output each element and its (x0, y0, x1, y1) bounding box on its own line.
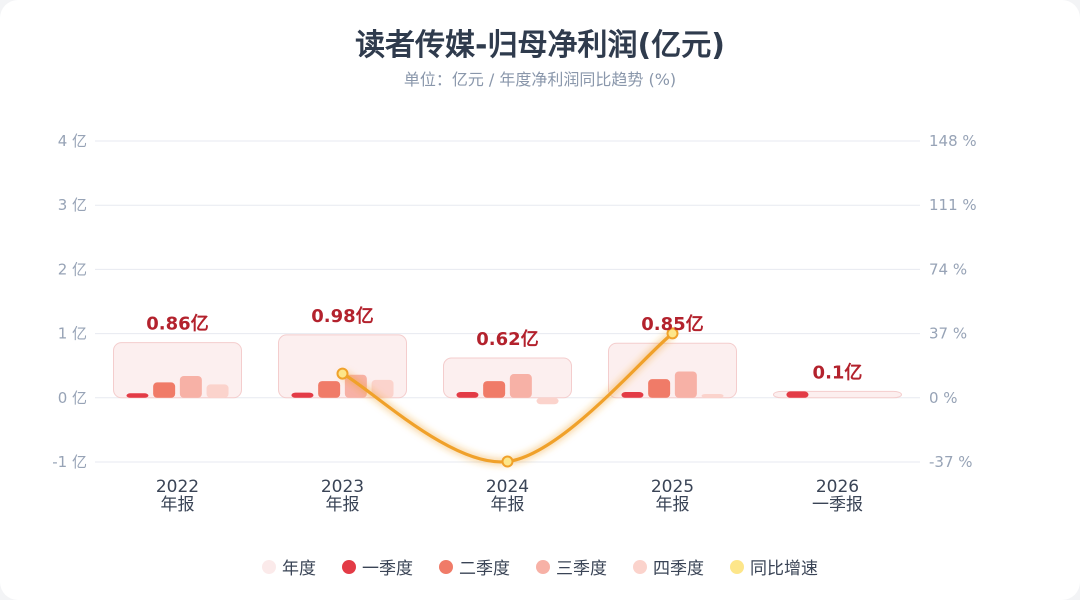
yoy-point (501, 455, 514, 468)
annual-bar (113, 342, 242, 399)
legend-swatch (262, 559, 276, 574)
y-left-tick-label: 1 亿 (58, 325, 87, 343)
x-tick-year: 2023 (321, 477, 364, 497)
bars (113, 334, 902, 405)
annual-bar (608, 342, 737, 399)
x-tick-year: 2025 (651, 477, 694, 497)
y-right-tick-label: -37 % (929, 453, 973, 471)
x-tick-year: 2024 (486, 477, 529, 497)
legend-item[interactable]: 四季度 (633, 554, 704, 579)
quarter-bar (206, 384, 229, 398)
legend-item[interactable]: 年度 (262, 554, 316, 579)
quarter-bar (153, 382, 176, 398)
legend-label: 四季度 (653, 559, 704, 579)
legend-swatch (730, 559, 744, 574)
quarter-bar (318, 381, 341, 398)
x-tick-period: 一季报 (812, 495, 863, 515)
axes: -1 亿 0 亿 1 亿 2 亿 3 亿 4 亿 -37 % 0 % 37 % 74 % 111 %… (52, 132, 976, 471)
chart-plot: -1 亿 0 亿 1 亿 2 亿 3 亿 4 亿 -37 % 0 % 37 % 74 % 111 %… (52, 132, 976, 515)
labels: 0.86亿2022年报0.98亿2023年报0.62亿2024年报0.85亿20… (146, 305, 863, 515)
quarter-bar (536, 397, 559, 405)
quarter-bar (456, 392, 479, 398)
x-tick-period: 年报 (161, 495, 195, 515)
legend-item[interactable]: 三季度 (536, 554, 607, 579)
chart-title: 读者传媒-归母净利润(亿元) (355, 28, 725, 63)
quarter-bar (648, 379, 671, 398)
legend-swatch (439, 559, 453, 574)
legend-label: 二季度 (459, 559, 510, 579)
quarter-bar (674, 371, 697, 398)
x-tick-period: 年报 (491, 495, 525, 515)
y-right-tick-label: 0 % (929, 389, 958, 407)
annual-total-label: 0.86亿 (146, 313, 208, 335)
y-right-tick-label: 74 % (929, 260, 967, 278)
annual-bar (443, 357, 572, 399)
y-right-tick-label: 148 % (929, 132, 977, 150)
yoy-point (336, 367, 349, 380)
y-right-tick-label: 37 % (929, 325, 967, 343)
legend: 年度 一季度 二季度 三季度 四季度 同比增速 (0, 554, 1080, 579)
y-left-tick-label: 3 亿 (58, 196, 87, 214)
quarter-bar (126, 393, 149, 398)
y-left-tick-label: 0 亿 (58, 389, 87, 407)
y-right-tick-label: 111 % (929, 196, 977, 214)
quarter-bar (483, 381, 506, 398)
legend-label: 三季度 (556, 559, 607, 579)
legend-label: 同比增速 (750, 559, 818, 579)
quarter-bar (371, 379, 394, 398)
legend-label: 一季度 (362, 559, 413, 579)
annual-total-label: 0.1亿 (813, 361, 863, 383)
quarter-bar (179, 375, 202, 398)
legend-item[interactable]: 二季度 (439, 554, 510, 579)
x-tick-period: 年报 (656, 495, 690, 515)
x-tick-year: 2026 (816, 477, 859, 497)
quarter-bar (621, 392, 644, 398)
quarter-bar (786, 391, 809, 398)
yoy-point (666, 327, 679, 340)
y-left-tick-label: 2 亿 (58, 260, 87, 278)
grid-lines (95, 140, 920, 463)
x-tick-year: 2022 (156, 477, 199, 497)
legend-item[interactable]: 同比增速 (730, 554, 818, 579)
y-left-tick-label: 4 亿 (58, 132, 87, 150)
annual-total-label: 0.98亿 (311, 305, 373, 327)
y-left-tick-label: -1 亿 (52, 453, 87, 471)
quarter-bar (509, 374, 532, 398)
annual-total-label: 0.85亿 (641, 313, 703, 335)
x-tick-period: 年报 (326, 495, 360, 515)
legend-item[interactable]: 一季度 (342, 554, 413, 579)
legend-label: 年度 (282, 559, 316, 579)
legend-swatch (536, 559, 550, 574)
yoy-line-group (336, 327, 679, 468)
legend-swatch (342, 559, 356, 574)
quarter-bar (701, 393, 724, 398)
chart-subtitle: 单位：亿元 / 年度净利润同比趋势 (%) (403, 70, 677, 89)
quarter-bar (291, 392, 314, 398)
annual-total-label: 0.62亿 (476, 328, 538, 350)
legend-swatch (633, 559, 647, 574)
